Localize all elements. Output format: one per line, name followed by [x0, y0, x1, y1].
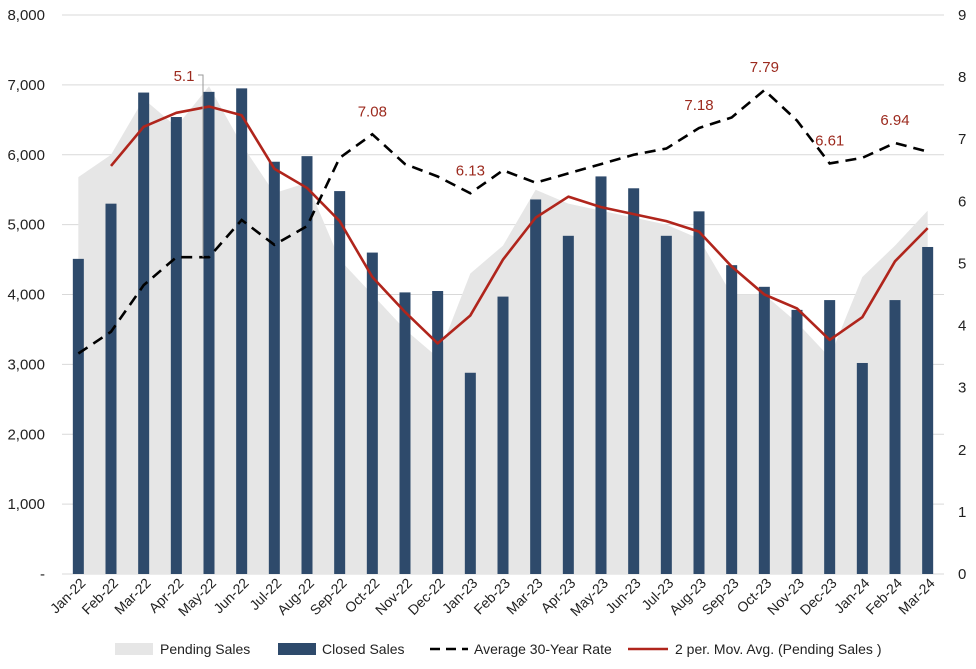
y-left-tick-label: 1,000: [7, 496, 45, 513]
rate-line: [77, 88, 929, 355]
closed-sales-bar: [824, 300, 836, 574]
rate-annotation-label: 7.18: [684, 97, 713, 114]
closed-sales-bar: [693, 211, 705, 574]
closed-sales-bar: [497, 296, 509, 574]
closed-sales-bar: [628, 188, 640, 575]
y-axis-right: 0 1 2 3 4 5 6 7 8 9: [958, 7, 966, 583]
y-right-tick-label: 9: [958, 7, 966, 24]
y-left-tick-label: 7,000: [7, 77, 45, 94]
closed-sales-bar: [758, 286, 770, 574]
y-right-tick-label: 5: [958, 255, 966, 272]
x-tick-label: Mar-23: [503, 575, 546, 618]
legend-label: Closed Sales: [322, 641, 405, 657]
y-left-tick-label: -: [40, 566, 45, 583]
rate-annotation-label: 7.79: [750, 59, 779, 76]
closed-sales-bar: [72, 258, 84, 574]
closed-sales-bar: [170, 117, 182, 574]
closed-sales-bar: [236, 88, 248, 575]
y-left-tick-label: 8,000: [7, 7, 45, 24]
x-tick-label: Mar-22: [111, 575, 154, 618]
closed-sales-bar: [432, 291, 444, 574]
y-right-tick-label: 4: [958, 318, 966, 335]
rate-annotation-label: 6.94: [880, 112, 909, 129]
y-axis-left: - 1,000 2,000 3,000 4,000 5,000 6,000 7,000 8,00…: [7, 7, 45, 583]
closed-sales-bar: [399, 292, 411, 574]
moving-average-line: [110, 105, 929, 345]
legend: Pending Sales Closed Sales Average 30-Year…: [115, 641, 882, 657]
closed-sales-bar: [791, 309, 803, 574]
legend-swatch-pending: [115, 643, 153, 655]
closed-sales-bar: [301, 156, 313, 574]
closed-sales-bar: [530, 199, 542, 574]
x-tick-label: Jun-23: [602, 575, 644, 617]
closed-sales-bar: [334, 191, 346, 574]
y-left-tick-label: 5,000: [7, 217, 45, 234]
y-right-tick-label: 0: [958, 566, 966, 583]
y-left-tick-label: 2,000: [7, 426, 45, 443]
closed-sales-bar: [105, 203, 117, 574]
closed-sales-bar: [464, 372, 476, 574]
closed-sales-bar: [268, 161, 280, 575]
y-right-tick-label: 8: [958, 69, 966, 86]
closed-sales-bar: [726, 265, 738, 574]
legend-label: Pending Sales: [160, 641, 250, 657]
y-left-tick-label: 6,000: [7, 147, 45, 164]
x-tick-label: Sep-22: [307, 575, 350, 618]
annotation-leader-line: [198, 74, 204, 258]
closed-sales-bar: [562, 235, 574, 574]
x-axis: Jan-22Feb-22Mar-22Apr-22May-22Jun-22Jul-…: [47, 575, 938, 619]
closed-sales-bar: [203, 91, 215, 575]
y-right-tick-label: 6: [958, 193, 966, 210]
moving-average-path: [110, 105, 929, 345]
closed-sales-bar: [856, 362, 868, 574]
y-right-tick-label: 3: [958, 380, 966, 397]
x-tick-label: Jun-22: [210, 575, 252, 617]
legend-swatch-closed: [278, 643, 316, 655]
closed-sales-bar: [660, 235, 672, 574]
closed-sales-bars: [72, 88, 934, 575]
rate-path: [77, 88, 929, 355]
closed-sales-bar: [366, 252, 378, 574]
x-tick-label: Dec-22: [405, 575, 448, 618]
rate-annotation-label: 6.13: [456, 162, 485, 179]
closed-sales-bar: [922, 246, 934, 575]
y-right-tick-label: 7: [958, 131, 966, 148]
y-right-tick-label: 1: [958, 504, 966, 521]
y-left-tick-label: 4,000: [7, 287, 45, 304]
annotations: 5.1 7.08 6.13 7.18 7.79 6.61 6.94: [174, 59, 910, 258]
x-tick-label: Dec-23: [797, 575, 840, 618]
x-tick-label: Sep-23: [699, 575, 742, 618]
x-tick-label: Mar-24: [895, 575, 938, 618]
rate-annotation-label: 5.1: [174, 68, 195, 85]
rate-annotation-label: 6.61: [815, 132, 844, 149]
closed-sales-bar: [138, 92, 150, 574]
y-left-tick-label: 3,000: [7, 356, 45, 373]
closed-sales-bar: [595, 176, 607, 574]
y-right-tick-label: 2: [958, 442, 966, 459]
closed-sales-bar: [889, 300, 901, 574]
rate-annotation-label: 7.08: [358, 103, 387, 120]
legend-label: 2 per. Mov. Avg. (Pending Sales ): [675, 641, 882, 657]
legend-label: Average 30-Year Rate: [474, 641, 612, 657]
